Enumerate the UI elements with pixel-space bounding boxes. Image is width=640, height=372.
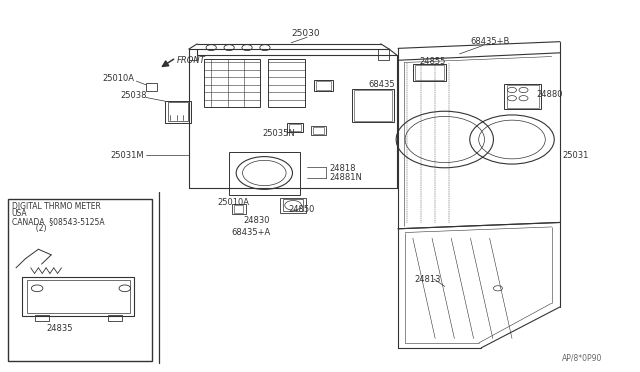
Bar [316,81,331,90]
Bar [415,65,444,80]
Bar [314,80,333,91]
Text: 25031M: 25031M [110,151,144,160]
Text: CANADA  §08543-5125A: CANADA §08543-5125A [12,217,104,226]
Bar [27,280,130,313]
Bar [352,89,394,122]
Bar [189,49,197,60]
Text: 25038: 25038 [120,91,147,100]
Text: 24813: 24813 [415,275,441,283]
Text: 24835: 24835 [46,324,72,333]
Bar [268,59,305,107]
Text: 25010A: 25010A [102,74,134,83]
Text: 25030: 25030 [291,29,320,38]
Text: 24881N: 24881N [329,173,362,182]
Text: 24880: 24880 [536,90,563,99]
Text: 25035N: 25035N [262,129,295,138]
Bar [234,205,243,213]
Text: 25031: 25031 [562,151,588,160]
Text: AP/8*0P90: AP/8*0P90 [562,353,602,362]
Text: FRONT: FRONT [177,56,206,65]
Bar [35,315,49,321]
Bar [289,124,301,131]
Bar [283,199,303,211]
Bar [378,49,389,60]
Text: 68435+A: 68435+A [232,228,271,237]
Bar [168,102,188,121]
Text: 24830: 24830 [243,216,269,225]
Bar [311,126,326,135]
Bar [229,152,300,195]
Bar [165,101,191,123]
Bar [280,198,306,213]
Bar [108,315,122,321]
Text: 24818: 24818 [329,164,355,173]
Text: DIGITAL THRMO METER: DIGITAL THRMO METER [12,202,100,211]
Bar [413,64,446,81]
Bar [232,204,246,214]
Bar [354,90,392,121]
Text: USA: USA [12,209,27,218]
Text: 68435: 68435 [368,80,395,89]
Text: 24855: 24855 [419,57,445,66]
Text: 68435+B: 68435+B [470,37,510,46]
Bar [8,199,152,361]
Text: 24850: 24850 [288,205,314,214]
Bar [504,84,541,109]
Text: 25010A: 25010A [218,198,250,207]
Text: (2): (2) [12,224,46,232]
Bar [204,59,260,107]
Bar [507,85,539,108]
Bar [287,123,303,132]
Bar [22,277,134,316]
Bar [146,83,157,91]
Bar [313,127,324,134]
